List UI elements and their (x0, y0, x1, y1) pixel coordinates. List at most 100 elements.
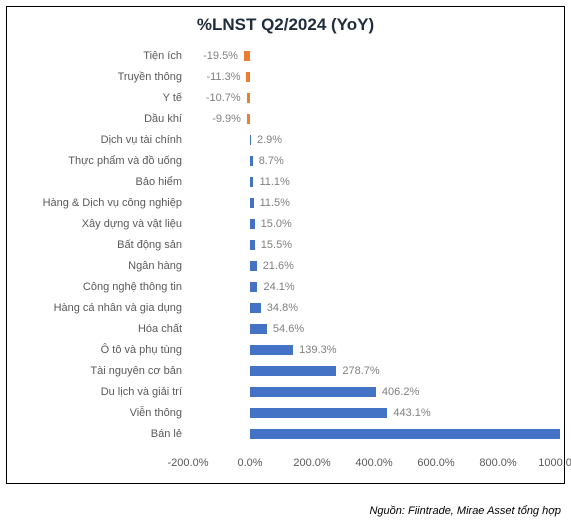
bar-row: Thực phẩm và đồ uống 8.7% (7, 150, 564, 171)
bar (250, 261, 257, 271)
bar (246, 72, 250, 82)
bar (250, 408, 387, 418)
bar-zone: 24.1% (188, 280, 560, 294)
plot-area: Tiện ích -19.5% Truyền thông -11.3% Y tế -10.… (7, 45, 564, 453)
bar-row: Bán lẻ (7, 423, 564, 444)
bar-zone: 443.1% (188, 406, 560, 420)
x-tick: 600.0% (417, 457, 454, 469)
bar (250, 198, 254, 208)
bar-zone: 15.0% (188, 217, 560, 231)
category-label: Thực phẩm và đồ uống (7, 155, 188, 167)
value-label: 15.0% (261, 217, 292, 231)
bar-zone: 34.8% (188, 301, 560, 315)
bar-zone: 278.7% (188, 364, 560, 378)
x-tick: 0.0% (237, 457, 262, 469)
bar-zone: 2.9% (188, 133, 560, 147)
x-axis: -200.0%0.0%200.0%400.0%600.0%800.0%1000.… (188, 457, 560, 473)
bar (250, 177, 253, 187)
category-label: Bảo hiểm (7, 176, 188, 188)
chart-frame: %LNST Q2/2024 (YoY) Tiện ích -19.5% Truyền… (0, 0, 571, 523)
value-label: 8.7% (259, 154, 284, 168)
bar (250, 429, 560, 439)
bar-row: Hóa chất 54.6% (7, 318, 564, 339)
value-label: -19.5% (203, 49, 238, 63)
category-label: Hóa chất (7, 323, 188, 335)
category-label: Bất động sản (7, 239, 188, 251)
value-label: -9.9% (212, 112, 241, 126)
bar-zone (188, 427, 560, 441)
bar-row: Viễn thông 443.1% (7, 402, 564, 423)
value-label: 278.7% (342, 364, 379, 378)
category-label: Bán lẻ (7, 428, 188, 440)
bar (250, 156, 253, 166)
category-label: Viễn thông (7, 407, 188, 419)
category-label: Ngân hàng (7, 260, 188, 272)
value-label: 11.5% (260, 196, 290, 210)
x-tick: -200.0% (168, 457, 209, 469)
value-label: -11.3% (206, 70, 240, 84)
bar-row: Du lịch và giải trí 406.2% (7, 381, 564, 402)
category-label: Hàng cá nhân và gia dụng (7, 302, 188, 314)
bar (250, 135, 251, 145)
category-label: Du lịch và giải trí (7, 386, 188, 398)
category-label: Công nghệ thông tin (7, 281, 188, 293)
x-tick: 800.0% (479, 457, 516, 469)
bar-zone: 8.7% (188, 154, 560, 168)
bar-zone: 11.1% (188, 175, 560, 189)
bar-row: Xây dựng và vật liệu 15.0% (7, 213, 564, 234)
x-tick: 1000.0% (538, 457, 571, 469)
bar-zone: 139.3% (188, 343, 560, 357)
value-label: -10.7% (206, 91, 241, 105)
bar-zone: 54.6% (188, 322, 560, 336)
value-label: 406.2% (382, 385, 419, 399)
category-label: Dịch vụ tài chính (7, 134, 188, 146)
chart-container: %LNST Q2/2024 (YoY) Tiện ích -19.5% Truyền… (6, 6, 565, 484)
bar-row: Bất động sản 15.5% (7, 234, 564, 255)
bar-zone: 11.5% (188, 196, 560, 210)
bar-row: Y tế -10.7% (7, 87, 564, 108)
bar-row: Hàng cá nhân và gia dụng 34.8% (7, 297, 564, 318)
value-label: 34.8% (267, 301, 298, 315)
bar (250, 324, 267, 334)
category-label: Tài nguyên cơ bản (7, 365, 188, 377)
bar-row: Tài nguyên cơ bản 278.7% (7, 360, 564, 381)
bar (250, 282, 257, 292)
bar (247, 114, 250, 124)
value-label: 2.9% (257, 133, 282, 147)
bar-row: Bảo hiểm 11.1% (7, 171, 564, 192)
bar (250, 303, 261, 313)
category-label: Truyền thông (7, 71, 188, 83)
value-label: 11.1% (259, 175, 289, 189)
bar (250, 345, 293, 355)
bar-row: Tiện ích -19.5% (7, 45, 564, 66)
bar-zone: -11.3% (188, 70, 560, 84)
bar-row: Dịch vụ tài chính 2.9% (7, 129, 564, 150)
x-tick: 400.0% (355, 457, 392, 469)
bar (250, 387, 376, 397)
bar (250, 219, 255, 229)
value-label: 21.6% (263, 259, 294, 273)
value-label: 15.5% (261, 238, 292, 252)
value-label: 24.1% (263, 280, 294, 294)
bar-zone: 21.6% (188, 259, 560, 273)
bar-zone: 15.5% (188, 238, 560, 252)
bar-zone: -19.5% (188, 49, 560, 63)
bar-row: Dầu khí-9.9% (7, 108, 564, 129)
category-label: Ô tô và phụ tùng (7, 344, 188, 356)
x-tick: 200.0% (293, 457, 330, 469)
category-label: Hàng & Dịch vụ công nghiệp (7, 197, 188, 209)
value-label: 54.6% (273, 322, 304, 336)
value-label: 139.3% (299, 343, 336, 357)
category-label: Y tế (7, 92, 188, 104)
category-label: Tiện ích (7, 50, 188, 62)
bar-zone: -10.7% (188, 91, 560, 105)
bar-row: Công nghệ thông tin 24.1% (7, 276, 564, 297)
bar (244, 51, 250, 61)
bar (247, 93, 250, 103)
source-line: Nguồn: Fiintrade, Mirae Asset tổng hợp (369, 505, 561, 517)
bar-row: Ngân hàng 21.6% (7, 255, 564, 276)
value-label: 443.1% (393, 406, 430, 420)
chart-title: %LNST Q2/2024 (YoY) (7, 15, 564, 35)
bar-row: Truyền thông -11.3% (7, 66, 564, 87)
category-label: Xây dựng và vật liệu (7, 218, 188, 230)
